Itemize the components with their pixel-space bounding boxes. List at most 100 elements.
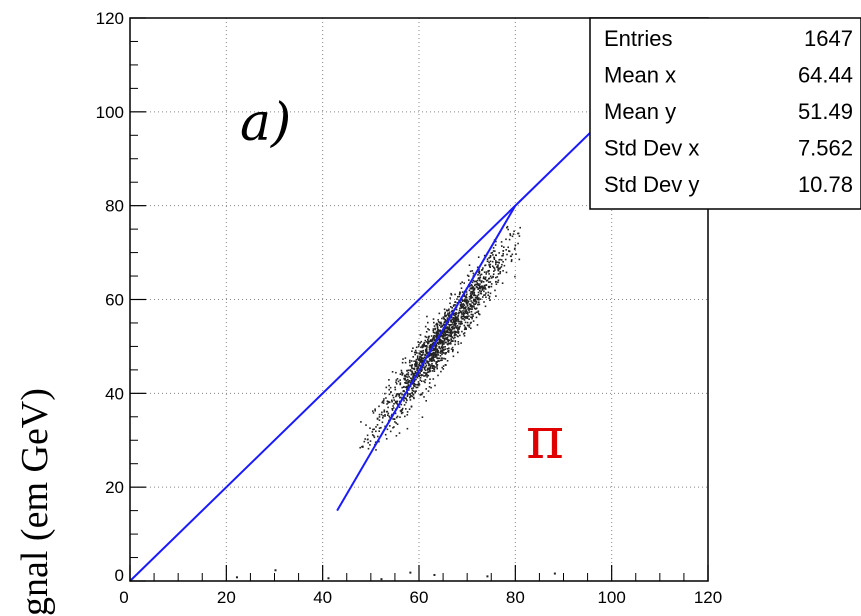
scatter-point [484, 278, 487, 280]
scatter-point [477, 303, 479, 306]
scatter-point [452, 327, 455, 330]
scatter-point [407, 378, 409, 381]
scatter-point [449, 324, 452, 326]
scatter-point [471, 293, 473, 296]
scatter-point [463, 300, 466, 303]
scatter-point [464, 295, 466, 298]
scatter-point [395, 371, 397, 374]
scatter-point [401, 374, 403, 376]
scatter-point [376, 424, 379, 426]
scatter-point [454, 336, 456, 339]
scatter-point [490, 283, 493, 285]
scatter-point [406, 395, 409, 397]
scatter-point [436, 364, 439, 366]
scatter-point [482, 288, 484, 291]
scatter-point [496, 265, 498, 268]
scatter-point [400, 410, 403, 413]
scatter-point [467, 307, 470, 309]
scatter-point [471, 270, 474, 272]
scatter-point [419, 364, 422, 367]
scatter-point [398, 395, 400, 397]
scatter-point [400, 369, 403, 372]
scatter-point [395, 394, 398, 397]
scatter-point [478, 277, 480, 279]
scatter-point [437, 350, 440, 352]
scatter-point [428, 371, 430, 373]
scatter-point [400, 371, 403, 374]
scatter-point [436, 353, 438, 355]
scatter-point [477, 294, 480, 296]
scatter-point [430, 357, 433, 360]
scatter-point [391, 413, 393, 416]
scatter-point [389, 386, 392, 389]
scatter-point [454, 318, 456, 321]
scatter-point [420, 380, 423, 382]
scatter-point [463, 282, 465, 284]
scatter-point [437, 360, 439, 362]
scatter-point [484, 286, 486, 289]
scatter-point [493, 257, 496, 259]
scatter-point [478, 290, 481, 292]
scatter-point [465, 291, 468, 293]
scatter-point [475, 308, 477, 310]
stats-box-frame [589, 17, 861, 210]
scatter-point [430, 354, 432, 356]
scatter-point [419, 353, 421, 355]
scatter-point [426, 376, 428, 378]
scatter-point [399, 379, 401, 381]
scatter-point [468, 318, 470, 320]
scatter-point [454, 324, 456, 327]
scatter-point [423, 396, 425, 398]
scatter-point [455, 317, 458, 320]
scatter-point [519, 226, 521, 229]
scatter-point [471, 285, 473, 287]
scatter-point [390, 391, 392, 393]
scatter-point [274, 569, 277, 572]
scatter-point [411, 387, 413, 390]
scatter-point [423, 371, 425, 374]
scatter-point [417, 381, 420, 383]
scatter-point [489, 260, 492, 263]
scatter-point [468, 315, 470, 317]
scatter-point [475, 311, 478, 314]
scatter-point [455, 308, 458, 311]
scatter-point [444, 364, 447, 366]
scatter-point [468, 264, 471, 266]
scatter-point [458, 293, 461, 296]
scatter-point [459, 301, 461, 304]
scatter-point [401, 361, 404, 364]
scatter-point [384, 425, 386, 428]
stats-value: 10.78 [798, 172, 853, 197]
scatter-point [443, 330, 446, 333]
scatter-point [447, 309, 450, 311]
scatter-point [369, 440, 372, 442]
scatter-point [472, 315, 474, 318]
scatter-point [430, 340, 433, 343]
scatter-point [473, 291, 476, 294]
scatter-point [489, 281, 492, 283]
scatter-point [381, 411, 383, 414]
scatter-point [419, 351, 422, 353]
scatter-point [424, 335, 427, 338]
scatter-point [417, 366, 419, 368]
scatter-point [454, 293, 456, 296]
scatter-point [451, 318, 453, 321]
scatter-point [440, 350, 442, 353]
scatter-point [470, 308, 473, 310]
scatter-point [507, 246, 509, 249]
scatter-point [456, 335, 459, 337]
scatter-point [481, 285, 483, 288]
scatter-point [433, 365, 435, 368]
scatter-point [412, 387, 415, 389]
scatter-point [480, 292, 483, 295]
scatter-point [458, 309, 461, 312]
scatter-point [448, 314, 451, 316]
scatter-point [498, 262, 500, 264]
y-tick-label: 100 [96, 103, 124, 122]
scatter-point [441, 343, 444, 345]
scatter-point [447, 343, 449, 346]
scatter-point [449, 332, 451, 334]
scatter-point [433, 370, 436, 372]
scatter-point [411, 377, 413, 380]
scatter-point [427, 342, 429, 345]
